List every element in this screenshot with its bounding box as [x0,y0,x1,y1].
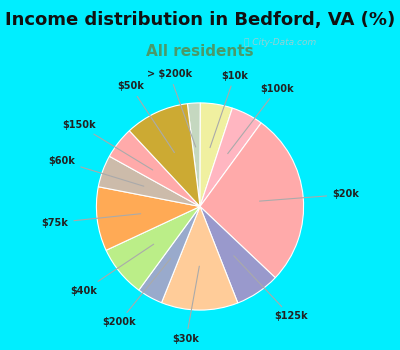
Text: $40k: $40k [71,244,154,296]
Text: $20k: $20k [260,189,359,201]
Wedge shape [96,187,200,250]
Text: $60k: $60k [48,156,144,186]
Wedge shape [109,131,200,206]
Text: $30k: $30k [173,266,200,344]
Wedge shape [139,206,200,303]
Text: ⓘ City-Data.com: ⓘ City-Data.com [244,38,316,47]
Wedge shape [200,103,232,206]
Text: Income distribution in Bedford, VA (%): Income distribution in Bedford, VA (%) [5,10,395,28]
Wedge shape [200,206,275,303]
Text: $50k: $50k [117,81,174,153]
Wedge shape [200,108,261,206]
Text: $75k: $75k [42,214,141,228]
Text: $125k: $125k [234,256,308,321]
Wedge shape [129,104,200,206]
Text: $100k: $100k [228,84,294,154]
Wedge shape [106,206,200,290]
Text: All residents: All residents [146,44,254,59]
Wedge shape [162,206,238,310]
Wedge shape [200,123,304,278]
Text: $200k: $200k [102,259,171,328]
Text: $150k: $150k [62,120,153,170]
Text: $10k: $10k [210,71,248,148]
Wedge shape [98,156,200,206]
Text: > $200k: > $200k [147,69,196,147]
Wedge shape [187,103,200,206]
